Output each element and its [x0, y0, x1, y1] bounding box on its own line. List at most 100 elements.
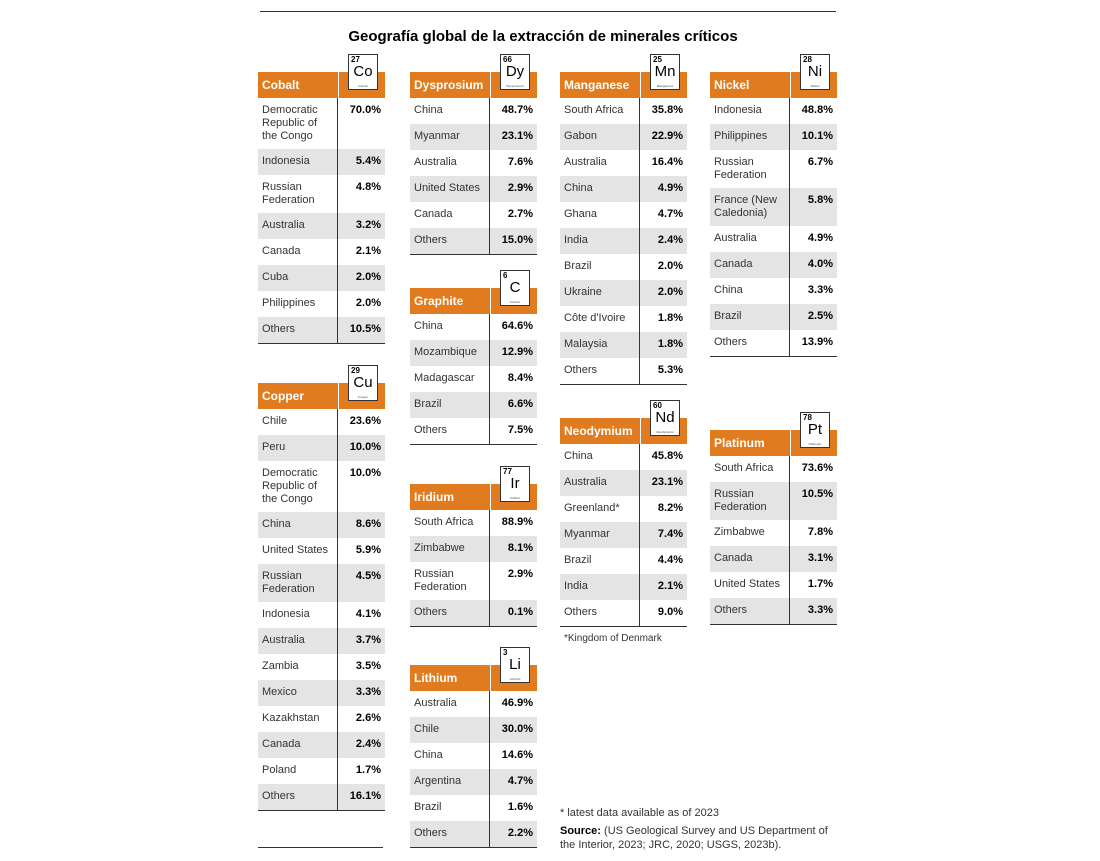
- table-row: Others 5.3%: [560, 358, 687, 384]
- element-name: Cobalt: [358, 84, 368, 88]
- table-row: Brazil 6.6%: [410, 392, 537, 418]
- share-cell: 7.5%: [507, 424, 533, 436]
- share-cell: 16.4%: [651, 156, 683, 168]
- copper-table: Copper 29 Cu Copper Chile 23.6% Peru 10.0% Democ…: [258, 365, 385, 811]
- mineral-header: Copper 29 Cu Copper: [258, 365, 385, 409]
- table-row: United States 5.9%: [258, 538, 385, 564]
- table-end-rule: [560, 384, 687, 385]
- table-row: China 3.3%: [710, 278, 837, 304]
- table-row: Chile 30.0%: [410, 717, 537, 743]
- element-badge: 66 Dy Dysprosium: [500, 54, 530, 90]
- table-row: Russian Federation 4.8%: [258, 175, 385, 213]
- country-cell: United States: [710, 572, 790, 598]
- header-divider: [490, 484, 491, 510]
- share-cell: 1.6%: [507, 801, 533, 813]
- table-row: Others 3.3%: [710, 598, 837, 624]
- share-cell: 5.8%: [807, 194, 833, 206]
- atomic-number: 28: [803, 55, 812, 64]
- table-row: Australia 46.9%: [410, 691, 537, 717]
- top-rule: [260, 11, 836, 12]
- table-row: Peru 10.0%: [258, 435, 385, 461]
- share-cell: 2.9%: [507, 568, 533, 580]
- table-row: Russian Federation 10.5%: [710, 482, 837, 520]
- country-cell: Others: [710, 598, 790, 624]
- table-row: Australia 16.4%: [560, 150, 687, 176]
- share-cell: 8.1%: [507, 542, 533, 554]
- header-divider: [490, 665, 491, 691]
- element-symbol: Nd: [655, 409, 675, 426]
- nickel-table: Nickel 28 Ni Nickel Indonesia 48.8% Philippine…: [710, 54, 837, 357]
- latest-data-note: * latest data available as of 2023: [560, 807, 720, 819]
- country-cell: South Africa: [560, 98, 640, 124]
- country-cell: Russian Federation: [410, 562, 490, 600]
- table-row: Greenland* 8.2%: [560, 496, 687, 522]
- share-cell: 35.8%: [651, 104, 683, 116]
- share-cell: 10.0%: [349, 467, 381, 479]
- mineral-name: Platinum: [714, 436, 765, 450]
- table-row: Democratic Republic of the Congo 70.0%: [258, 98, 385, 149]
- element-badge: 27 Co Cobalt: [348, 54, 378, 90]
- share-cell: 1.8%: [657, 338, 683, 350]
- share-cell: 2.6%: [355, 712, 381, 724]
- country-cell: Others: [560, 358, 640, 384]
- share-cell: 2.2%: [507, 827, 533, 839]
- country-cell: Argentina: [410, 769, 490, 795]
- country-cell: Chile: [410, 717, 490, 743]
- iridium-table: Iridium 77 Ir Iridium South Africa 88.9% Zimba…: [410, 466, 537, 627]
- mineral-header: Graphite 6 C Carbon: [410, 270, 537, 314]
- atomic-number: 77: [503, 467, 512, 476]
- share-cell: 3.7%: [355, 634, 381, 646]
- atomic-number: 25: [653, 55, 662, 64]
- country-cell: Canada: [710, 546, 790, 572]
- share-cell: 16.1%: [349, 790, 381, 802]
- country-cell: Chile: [258, 409, 338, 435]
- share-cell: 2.9%: [507, 182, 533, 194]
- country-cell: Kazakhstan: [258, 706, 338, 732]
- table-row: Canada 2.4%: [258, 732, 385, 758]
- country-cell: Zambia: [258, 654, 338, 680]
- atomic-number: 60: [653, 401, 662, 410]
- element-symbol: Pt: [807, 421, 823, 438]
- country-cell: South Africa: [710, 456, 790, 482]
- country-cell: Others: [410, 821, 490, 847]
- share-cell: 3.3%: [807, 284, 833, 296]
- country-cell: Others: [258, 317, 338, 343]
- country-cell: Others: [560, 600, 640, 626]
- atomic-number: 3: [503, 648, 508, 657]
- element-name: Dysprosium: [506, 84, 524, 88]
- share-cell: 15.0%: [501, 234, 533, 246]
- country-cell: Madagascar: [410, 366, 490, 392]
- table-row: Indonesia 4.1%: [258, 602, 385, 628]
- share-cell: 2.0%: [355, 271, 381, 283]
- share-cell: 2.0%: [355, 297, 381, 309]
- table-row: France (New Caledonia) 5.8%: [710, 188, 837, 226]
- share-cell: 5.3%: [657, 364, 683, 376]
- share-cell: 6.7%: [807, 156, 833, 168]
- element-name: Carbon: [509, 300, 521, 304]
- table-row: Chile 23.6%: [258, 409, 385, 435]
- table-row: China 48.7%: [410, 98, 537, 124]
- table-row: Myanmar 23.1%: [410, 124, 537, 150]
- share-cell: 10.1%: [801, 130, 833, 142]
- share-cell: 73.6%: [801, 462, 833, 474]
- share-cell: 3.2%: [355, 219, 381, 231]
- share-cell: 12.9%: [501, 346, 533, 358]
- country-cell: China: [560, 176, 640, 202]
- country-cell: United States: [410, 176, 490, 202]
- table-row: Australia 4.9%: [710, 226, 837, 252]
- table-row: Madagascar 8.4%: [410, 366, 537, 392]
- country-cell: Côte d'Ivoire: [560, 306, 640, 332]
- table-end-rule: [410, 254, 537, 255]
- country-cell: India: [560, 228, 640, 254]
- table-row: United States 1.7%: [710, 572, 837, 598]
- share-cell: 8.2%: [657, 502, 683, 514]
- atomic-number: 29: [351, 366, 360, 375]
- table-row: Brazil 2.5%: [710, 304, 837, 330]
- element-symbol: Mn: [654, 63, 676, 80]
- share-cell: 23.1%: [651, 476, 683, 488]
- mineral-name: Iridium: [414, 490, 455, 504]
- mineral-name: Manganese: [564, 78, 630, 92]
- country-cell: France (New Caledonia): [710, 188, 790, 226]
- table-row: South Africa 35.8%: [560, 98, 687, 124]
- element-badge: 77 Ir Iridium: [500, 466, 530, 502]
